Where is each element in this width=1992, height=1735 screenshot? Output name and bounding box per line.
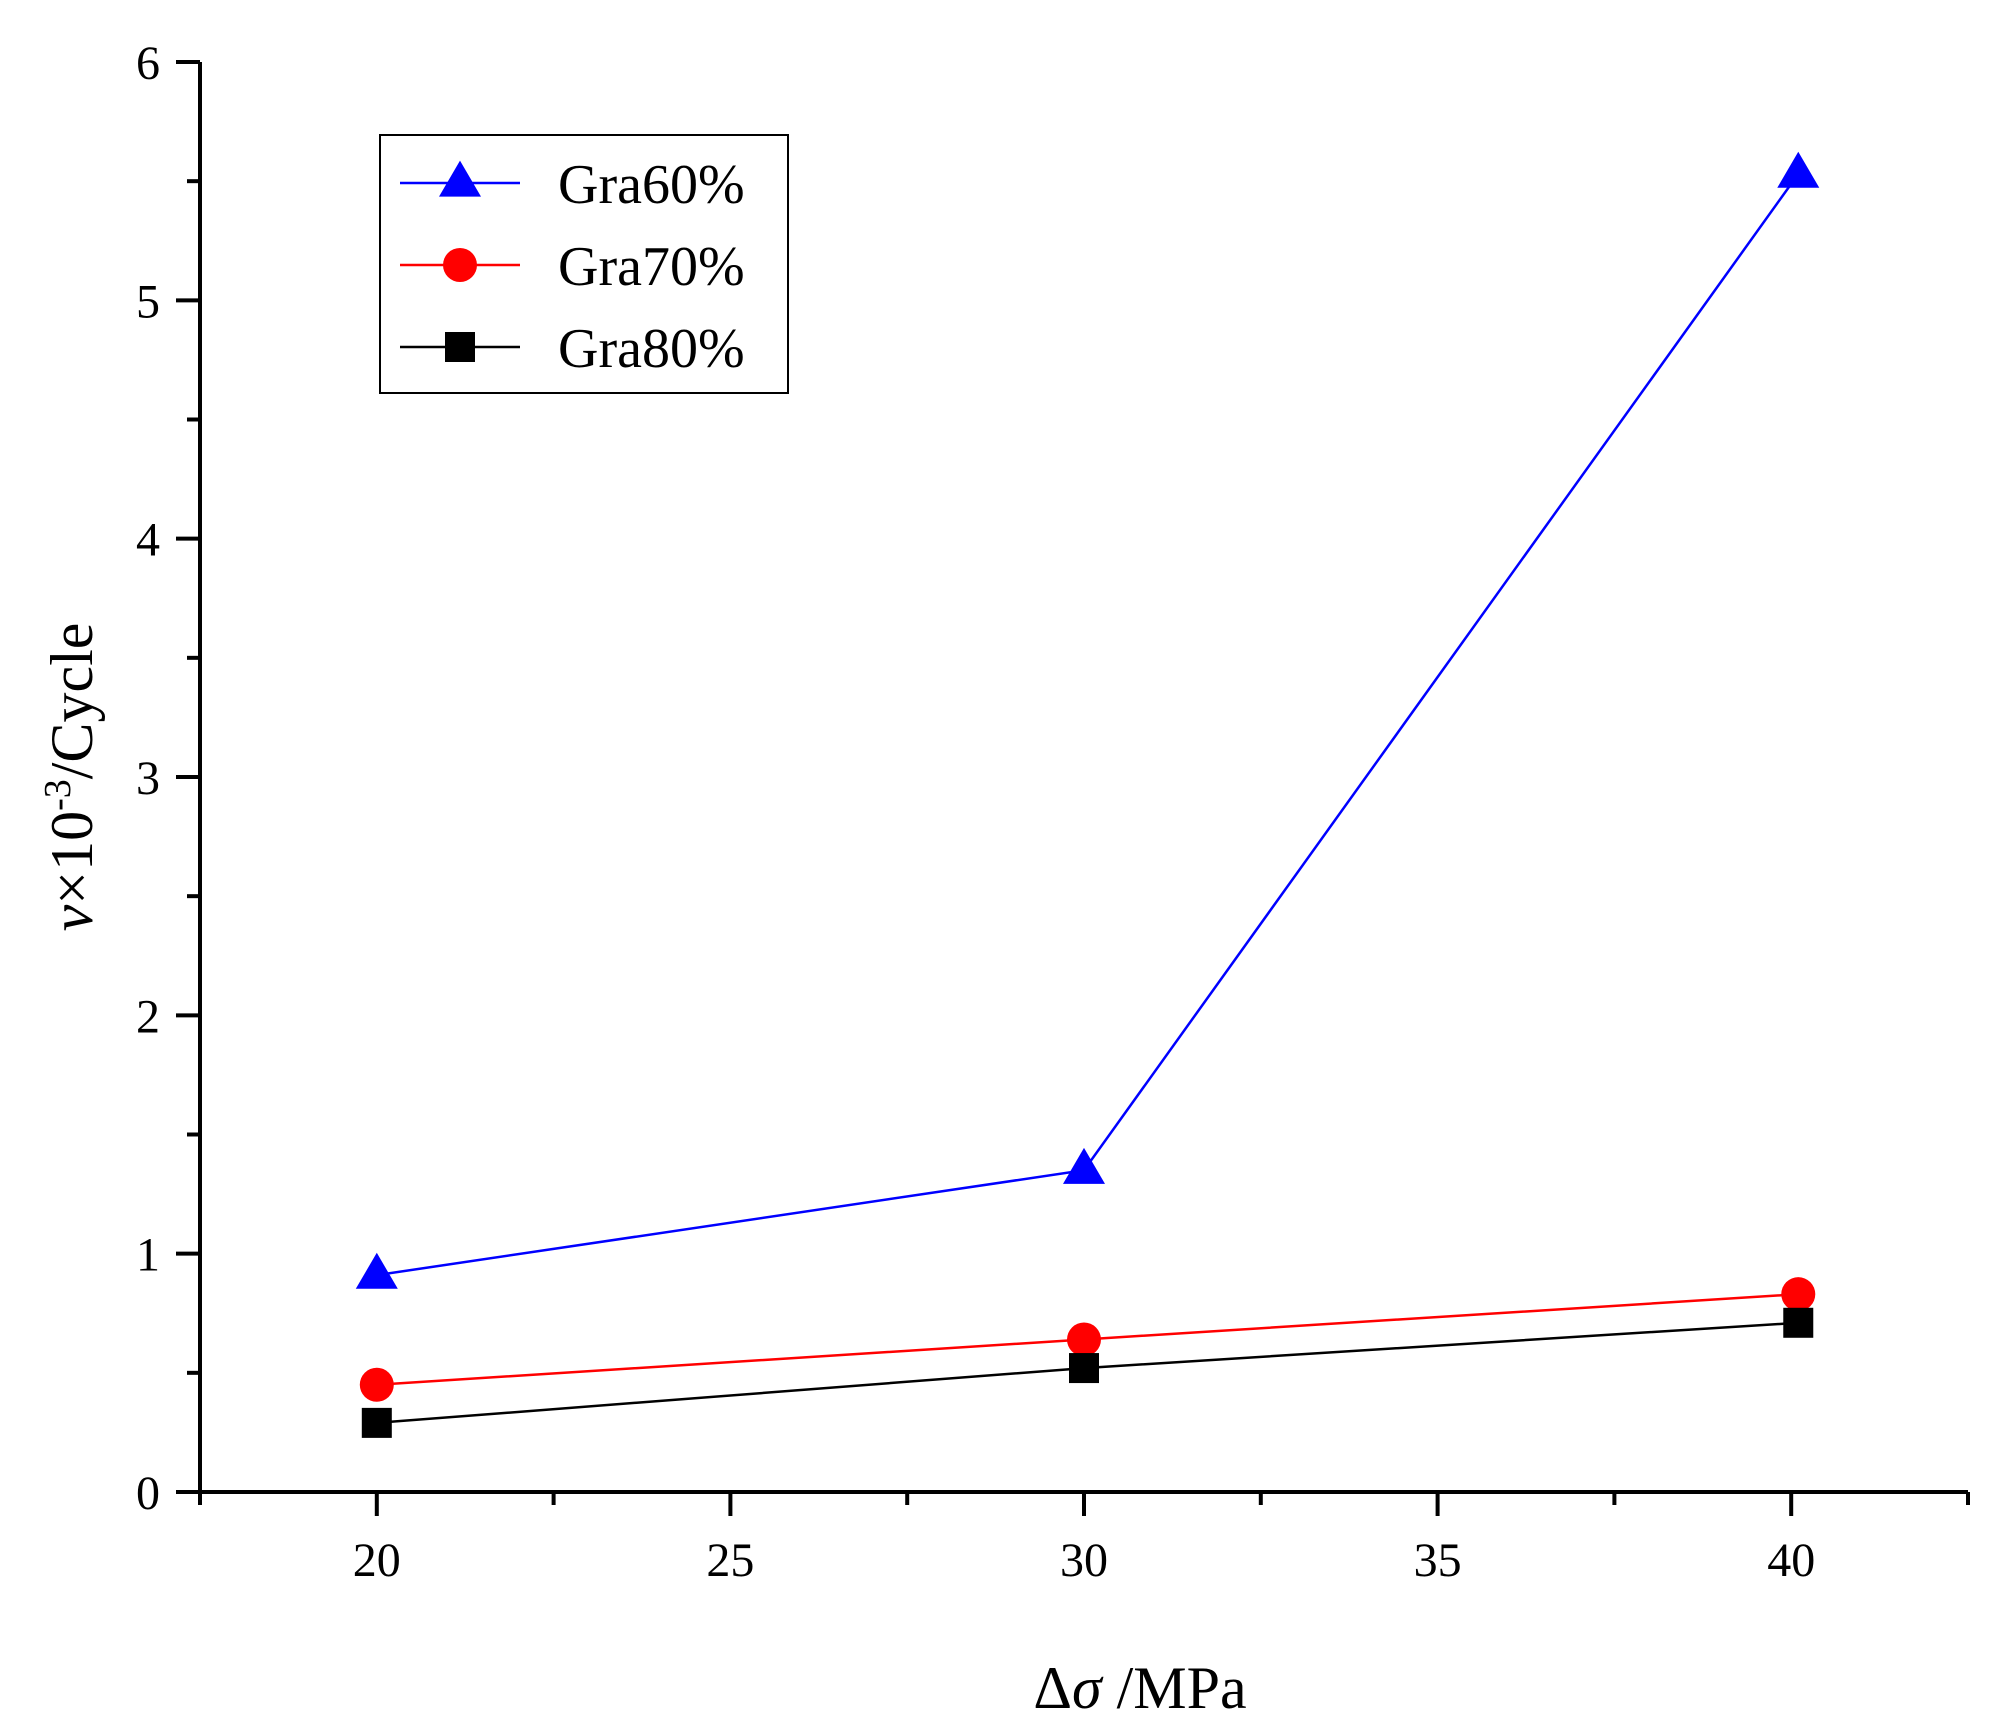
legend-marker-3 [445, 332, 475, 362]
x-tick-label: 20 [353, 1534, 401, 1587]
data-point-2-1 [359, 1367, 394, 1402]
x-tick-label: 35 [1414, 1534, 1462, 1587]
x-tick-label: 25 [706, 1534, 754, 1587]
legend: Gra60% Gra70% Gra80% [379, 134, 789, 394]
legend-label-2: Gra70% [558, 236, 745, 298]
legend-marker-1 [439, 160, 481, 197]
x-axis-title-delta: Δ [1033, 1655, 1072, 1721]
tick-labels: 0 1 2 3 4 5 6 20 25 30 35 40 [136, 37, 1815, 1587]
y-axis-title-mid: ×10 [39, 811, 105, 905]
legend-marker-2 [443, 248, 477, 282]
y-tick-label: 2 [136, 990, 160, 1043]
y-tick-label: 3 [136, 752, 160, 805]
data-point-3-2 [1069, 1353, 1099, 1384]
y-tick-label: 4 [136, 514, 160, 567]
y-tick-label: 5 [136, 275, 160, 328]
y-tick-label: 6 [136, 37, 160, 90]
legend-label-1: Gra60% [558, 154, 745, 216]
tick-marks [176, 60, 1970, 1516]
data-point-3-3 [1783, 1307, 1814, 1338]
data-point-2-2 [1067, 1322, 1101, 1357]
x-axis-title-sigma: σ [1072, 1655, 1104, 1721]
series-markers [355, 151, 1820, 1438]
data-point-3-1 [361, 1407, 392, 1438]
data-point-1-3 [1777, 151, 1820, 188]
x-tick-label: 30 [1060, 1534, 1108, 1587]
y-axis-title: v×10-3/Cycle [37, 623, 105, 932]
x-axis-title-unit: /MPa [1102, 1655, 1247, 1721]
data-point-1-2 [1063, 1147, 1105, 1184]
y-tick-label: 0 [136, 1467, 160, 1520]
data-point-1-1 [355, 1252, 398, 1289]
y-tick-label: 1 [136, 1229, 160, 1282]
legend-label-3: Gra80% [558, 318, 745, 380]
y-axis-title-sup: -3 [37, 779, 79, 811]
y-axis-title-var: v [39, 904, 105, 931]
y-axis-title-unit: /Cycle [39, 623, 105, 780]
x-tick-label: 40 [1767, 1534, 1815, 1587]
x-axis-title: Δσ /MPa [1033, 1655, 1246, 1721]
data-point-2-3 [1781, 1277, 1816, 1312]
